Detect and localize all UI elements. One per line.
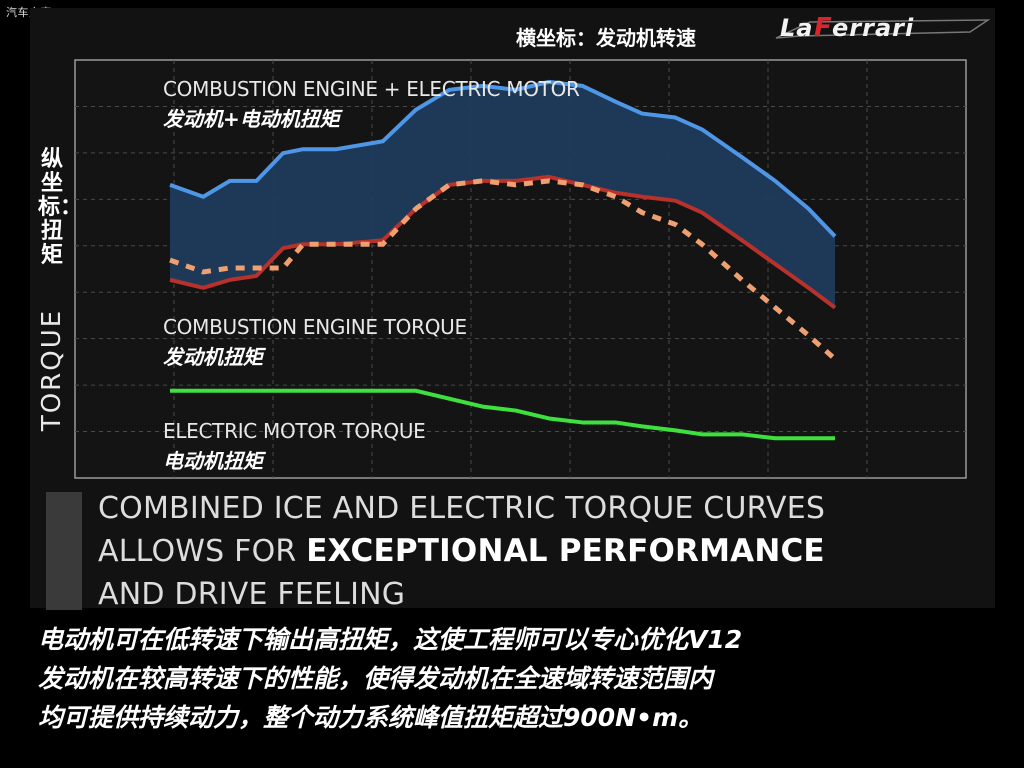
svg-text:errari: errari (832, 14, 914, 42)
x-axis-title: 横坐标：发动机转速 (516, 26, 696, 50)
caption-accent-bar (46, 492, 82, 610)
engine-torque-label-cn: 发动机扭矩 (163, 345, 263, 369)
y-axis-title-cn: 纵坐标：扭矩 (38, 147, 83, 268)
series-engine-reference-dashed (169, 178, 837, 361)
series-combined-line (169, 79, 837, 238)
svg-text:La: La (780, 14, 814, 42)
note-line-3: 均可提供持续动力，整个动力系统峰值扭矩超过900N•m。 (38, 703, 704, 732)
note-line-1: 电动机可在低转速下输出高扭矩，这使工程师可以专心优化V12 (38, 625, 743, 654)
torque-chart (74, 59, 967, 479)
combined-torque-label-cn: 发动机+电动机扭矩 (163, 107, 340, 131)
caption-line-2-prefix: ALLOWS FOR (98, 534, 307, 569)
motor-torque-label-cn: 电动机扭矩 (163, 449, 263, 473)
combined-torque-label-en: COMBUSTION ENGINE + ELECTRIC MOTOR (163, 77, 580, 101)
motor-torque-label-en: ELECTRIC MOTOR TORQUE (163, 419, 426, 443)
engine-torque-label: COMBUSTION ENGINE TORQUE 发动机扭矩 (163, 315, 467, 370)
svg-text:F: F (814, 13, 832, 42)
caption-line-3: AND DRIVE FEELING (98, 577, 406, 612)
engine-torque-label-en: COMBUSTION ENGINE TORQUE (163, 315, 467, 339)
laferrari-logo: La F errari (770, 10, 995, 43)
combined-torque-label: COMBUSTION ENGINE + ELECTRIC MOTOR 发动机+电… (163, 77, 580, 132)
note-line-2: 发动机在较高转速下的性能，使得发动机在全速域转速范围内 (38, 664, 714, 693)
motor-torque-label: ELECTRIC MOTOR TORQUE 电动机扭矩 (163, 419, 426, 474)
combined-gain-area (170, 81, 835, 308)
caption: COMBINED ICE AND ELECTRIC TORQUE CURVES … (98, 487, 978, 616)
series-motor-line (170, 388, 835, 441)
explanatory-note: 电动机可在低转速下输出高扭矩，这使工程师可以专心优化V12 发动机在较高转速下的… (38, 620, 998, 737)
laferrari-logo-mark: La F errari (775, 13, 991, 43)
caption-line-1: COMBINED ICE AND ELECTRIC TORQUE CURVES (98, 491, 826, 526)
torque-chart-svg (74, 59, 967, 479)
caption-line-2-bold: EXCEPTIONAL PERFORMANCE (306, 533, 825, 569)
caption-line-2: ALLOWS FOR EXCEPTIONAL PERFORMANCE (98, 530, 978, 573)
y-axis-title-en: TORQUE (37, 308, 67, 432)
